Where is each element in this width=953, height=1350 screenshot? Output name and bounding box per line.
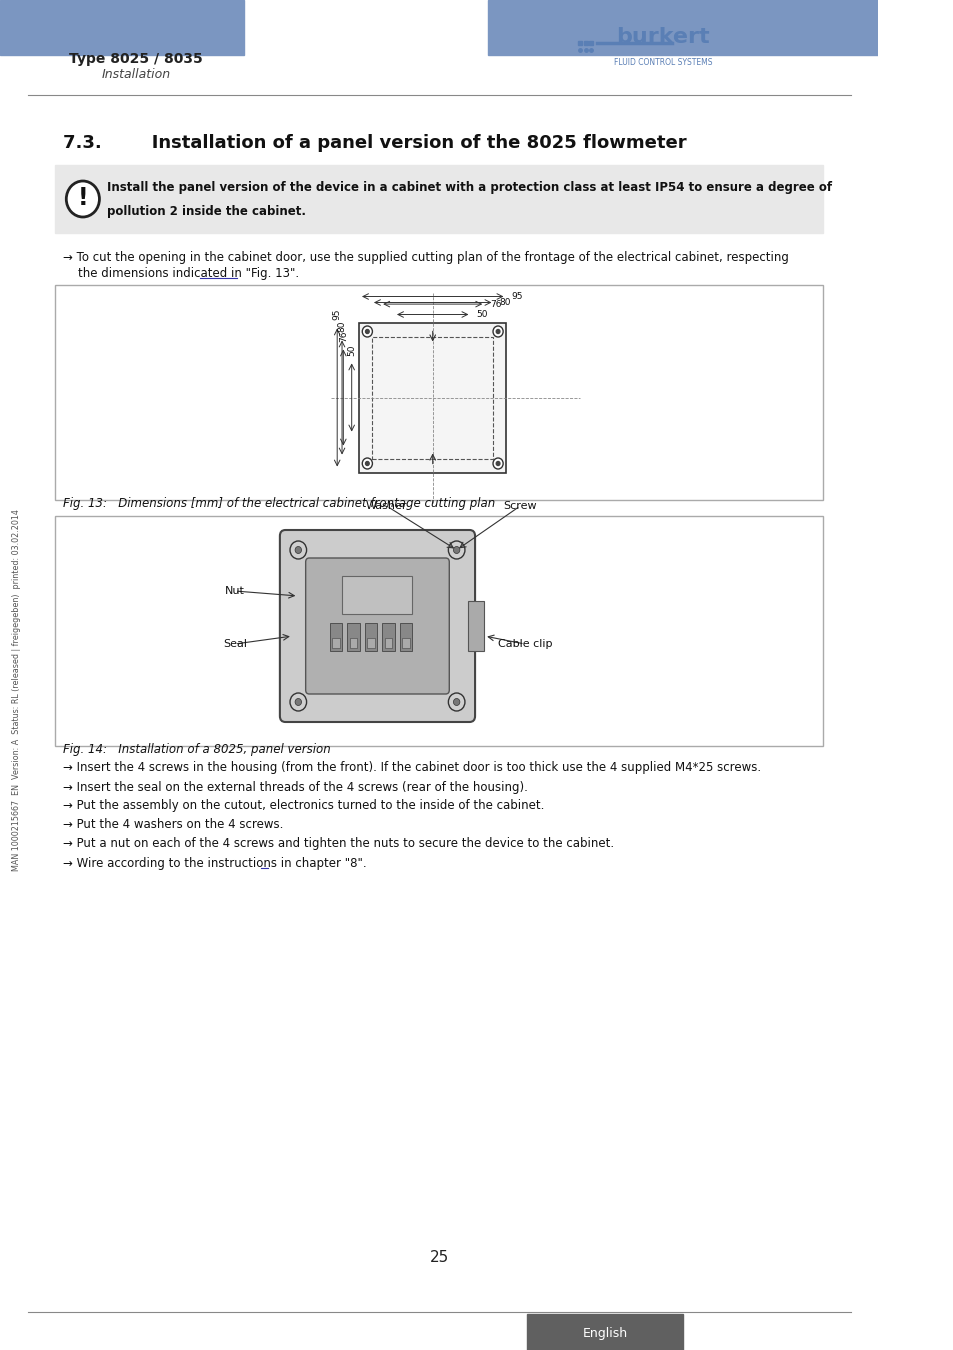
Circle shape <box>365 329 369 333</box>
Text: Fig. 13:   Dimensions [mm] of the electrical cabinet frontage cutting plan: Fig. 13: Dimensions [mm] of the electric… <box>63 498 495 510</box>
Bar <box>526 1314 682 1350</box>
Text: Installation: Installation <box>102 68 171 81</box>
Text: 50: 50 <box>476 310 487 319</box>
FancyBboxPatch shape <box>279 531 475 722</box>
Text: → To cut the opening in the cabinet door, use the supplied cutting plan of the f: → To cut the opening in the cabinet door… <box>63 251 787 263</box>
Bar <box>372 336 493 459</box>
Text: Cable clip: Cable clip <box>497 639 552 649</box>
Text: MAN 1000215667  EN  Version: A  Status: RL (released | freigegeben)  printed: 03: MAN 1000215667 EN Version: A Status: RL … <box>12 509 21 871</box>
Bar <box>487 0 878 55</box>
Text: 80: 80 <box>337 321 346 332</box>
Circle shape <box>453 547 459 553</box>
Bar <box>55 285 822 500</box>
Bar <box>342 576 412 614</box>
Bar <box>367 639 375 648</box>
Text: → Put a nut on each of the 4 screws and tighten the nuts to secure the device to: → Put a nut on each of the 4 screws and … <box>63 837 613 850</box>
Text: 95: 95 <box>333 309 341 320</box>
Circle shape <box>290 693 306 711</box>
Text: English: English <box>581 1327 627 1339</box>
Text: 7.3.        Installation of a panel version of the 8025 flowmeter: 7.3. Installation of a panel version of … <box>63 134 685 153</box>
Text: Nut: Nut <box>225 586 245 595</box>
Text: Screw: Screw <box>503 501 537 512</box>
Text: 76: 76 <box>489 300 500 309</box>
Text: FLUID CONTROL SYSTEMS: FLUID CONTROL SYSTEMS <box>613 58 711 68</box>
Bar <box>55 516 822 747</box>
Bar <box>402 639 409 648</box>
Text: the dimensions indicated in "Fig. 13".: the dimensions indicated in "Fig. 13". <box>63 266 298 279</box>
Bar <box>399 622 412 651</box>
Text: 25: 25 <box>429 1250 448 1265</box>
Text: → Insert the 4 screws in the housing (from the front). If the cabinet door is to: → Insert the 4 screws in the housing (fr… <box>63 761 760 775</box>
Bar <box>350 639 356 648</box>
Text: Seal: Seal <box>223 639 247 649</box>
Bar <box>347 622 359 651</box>
Circle shape <box>453 698 459 706</box>
Bar <box>467 601 484 651</box>
Text: → Put the 4 washers on the 4 screws.: → Put the 4 washers on the 4 screws. <box>63 818 283 832</box>
Text: !: ! <box>77 186 88 211</box>
Text: 80: 80 <box>498 298 510 306</box>
Text: burkert: burkert <box>616 27 709 47</box>
Circle shape <box>290 541 306 559</box>
Circle shape <box>294 698 301 706</box>
Circle shape <box>448 693 464 711</box>
Circle shape <box>496 462 499 466</box>
Text: 95: 95 <box>511 292 522 301</box>
Text: → Put the assembly on the cutout, electronics turned to the inside of the cabine: → Put the assembly on the cutout, electr… <box>63 799 543 813</box>
Text: 50: 50 <box>347 344 355 355</box>
Circle shape <box>448 541 464 559</box>
Bar <box>329 622 342 651</box>
Text: → Insert the seal on the external threads of the 4 screws (rear of the housing).: → Insert the seal on the external thread… <box>63 780 527 794</box>
Bar <box>358 323 506 472</box>
Circle shape <box>294 547 301 553</box>
Text: Type 8025 / 8035: Type 8025 / 8035 <box>70 53 203 66</box>
FancyBboxPatch shape <box>305 558 449 694</box>
Circle shape <box>496 329 499 333</box>
Text: 76: 76 <box>338 329 348 342</box>
Circle shape <box>362 325 372 338</box>
Text: → Wire according to the instructions in chapter "8".: → Wire according to the instructions in … <box>63 856 366 869</box>
Circle shape <box>493 325 502 338</box>
Text: Install the panel version of the device in a cabinet with a protection class at : Install the panel version of the device … <box>107 181 831 193</box>
Circle shape <box>493 458 502 468</box>
Bar <box>0 0 244 55</box>
Bar <box>364 622 377 651</box>
Bar <box>384 639 392 648</box>
Bar <box>332 639 339 648</box>
Text: Washer: Washer <box>366 501 407 512</box>
Circle shape <box>66 181 99 217</box>
Bar <box>55 165 822 234</box>
Text: Fig. 14:   Installation of a 8025, panel version: Fig. 14: Installation of a 8025, panel v… <box>63 744 330 756</box>
Text: pollution 2 inside the cabinet.: pollution 2 inside the cabinet. <box>107 204 306 217</box>
Bar <box>382 622 395 651</box>
Circle shape <box>365 462 369 466</box>
Circle shape <box>362 458 372 468</box>
